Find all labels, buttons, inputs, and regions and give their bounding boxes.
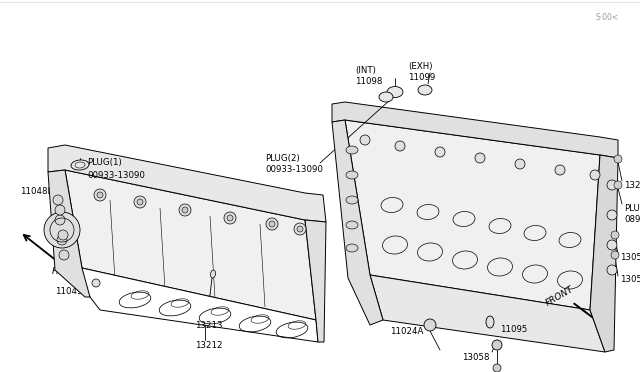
Circle shape [182, 207, 188, 213]
Polygon shape [370, 275, 605, 352]
Circle shape [590, 170, 600, 180]
Circle shape [607, 210, 617, 220]
Circle shape [611, 231, 619, 239]
Circle shape [492, 340, 502, 350]
Polygon shape [332, 120, 383, 325]
Ellipse shape [346, 196, 358, 204]
Text: 11098: 11098 [355, 77, 382, 87]
Text: 00933-13090: 00933-13090 [87, 170, 145, 180]
Text: 11024A: 11024A [390, 327, 424, 337]
Ellipse shape [387, 87, 403, 97]
Circle shape [179, 204, 191, 216]
Ellipse shape [92, 279, 100, 287]
Circle shape [269, 221, 275, 227]
Ellipse shape [71, 160, 89, 170]
Circle shape [53, 195, 63, 205]
Polygon shape [345, 120, 600, 310]
Text: 11048BA: 11048BA [20, 187, 60, 196]
Text: 13058: 13058 [462, 353, 490, 362]
Circle shape [515, 159, 525, 169]
Circle shape [614, 181, 622, 189]
Ellipse shape [346, 221, 358, 229]
Circle shape [44, 212, 80, 248]
Ellipse shape [486, 316, 494, 328]
Ellipse shape [346, 244, 358, 252]
Circle shape [435, 147, 445, 157]
Text: 13213: 13213 [195, 321, 223, 330]
Circle shape [134, 196, 146, 208]
Text: 11095: 11095 [500, 326, 527, 334]
Circle shape [424, 319, 436, 331]
Polygon shape [590, 155, 618, 352]
Ellipse shape [211, 270, 216, 278]
Circle shape [555, 165, 565, 175]
Text: (INT): (INT) [355, 65, 376, 74]
Circle shape [475, 153, 485, 163]
Polygon shape [305, 220, 326, 342]
Text: (EXH): (EXH) [408, 61, 433, 71]
Text: 00933-13090: 00933-13090 [265, 166, 323, 174]
Circle shape [137, 199, 143, 205]
Circle shape [266, 218, 278, 230]
Circle shape [493, 364, 501, 372]
Circle shape [97, 192, 103, 198]
Ellipse shape [379, 92, 393, 102]
Polygon shape [82, 268, 318, 342]
Circle shape [360, 135, 370, 145]
Text: S·00<: S·00< [596, 13, 619, 22]
Polygon shape [332, 102, 618, 158]
Circle shape [58, 230, 68, 240]
Circle shape [395, 141, 405, 151]
Text: FRONT: FRONT [545, 285, 575, 308]
Text: 08931-71800: 08931-71800 [624, 215, 640, 224]
Circle shape [607, 240, 617, 250]
Circle shape [94, 189, 106, 201]
Circle shape [294, 223, 306, 235]
Text: FRONT: FRONT [52, 267, 83, 276]
Polygon shape [48, 170, 90, 297]
Text: 11099: 11099 [408, 74, 435, 83]
Ellipse shape [418, 85, 432, 95]
Text: 13058+A: 13058+A [620, 276, 640, 285]
Text: 13273: 13273 [624, 180, 640, 189]
Text: PLUG(1): PLUG(1) [87, 158, 122, 167]
Text: PLUG(3): PLUG(3) [624, 203, 640, 212]
Circle shape [55, 205, 65, 215]
Text: 13212: 13212 [195, 340, 223, 350]
Circle shape [224, 212, 236, 224]
Circle shape [614, 155, 622, 163]
Circle shape [607, 180, 617, 190]
Ellipse shape [346, 146, 358, 154]
Polygon shape [65, 170, 316, 320]
Polygon shape [48, 145, 326, 222]
Ellipse shape [346, 171, 358, 179]
Text: 11049B: 11049B [55, 288, 88, 296]
Circle shape [55, 215, 65, 225]
Text: PLUG(2): PLUG(2) [265, 154, 300, 163]
Circle shape [611, 251, 619, 259]
Circle shape [227, 215, 233, 221]
Circle shape [297, 226, 303, 232]
Circle shape [607, 265, 617, 275]
Circle shape [57, 235, 67, 245]
Text: 13058C: 13058C [620, 253, 640, 263]
Circle shape [59, 250, 69, 260]
